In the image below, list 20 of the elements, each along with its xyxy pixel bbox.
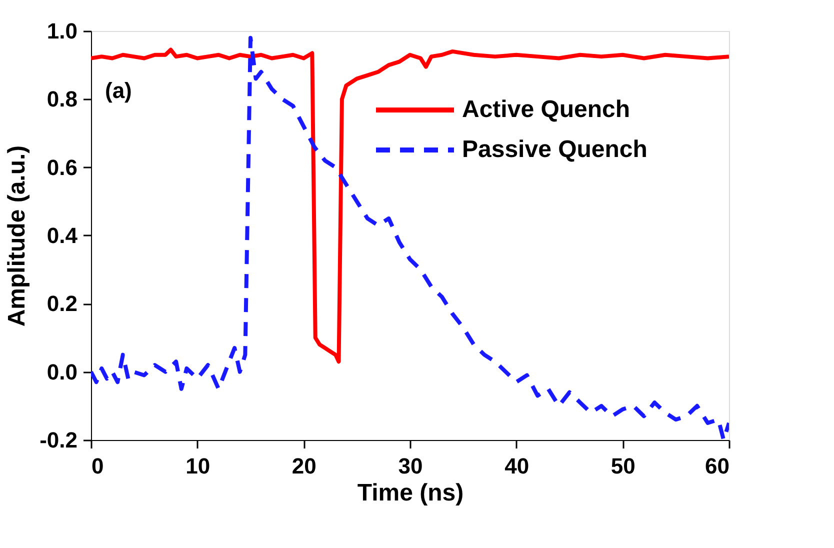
y-axis-title: Amplitude (a.u.) — [4, 145, 31, 327]
x-tick-label: 10 — [186, 454, 210, 478]
y-tick-label: -0.2 — [40, 428, 78, 452]
legend-label: Passive Quench — [462, 136, 648, 163]
y-tick-label: 0.6 — [46, 154, 78, 180]
x-tick-label: 50 — [610, 454, 636, 478]
y-tick-label: 0.2 — [46, 291, 78, 316]
legend-label: Active Quench — [462, 96, 630, 123]
x-tick-label: 40 — [504, 454, 530, 478]
x-tick-label: 0 — [92, 454, 104, 478]
x-tick-label: 30 — [398, 454, 423, 478]
y-tick-label: 0.0 — [46, 359, 78, 384]
x-axis-title: Time (ns) — [357, 480, 464, 506]
y-tick-label: 0.4 — [46, 223, 78, 248]
line-series — [91, 48, 729, 364]
y-tick-label: 0.8 — [46, 86, 78, 112]
y-tick-label: 1.0 — [46, 18, 78, 44]
annotation: (a) — [105, 78, 132, 103]
x-tick-label: 60 — [705, 454, 730, 478]
x-tick-label: 20 — [292, 454, 316, 478]
